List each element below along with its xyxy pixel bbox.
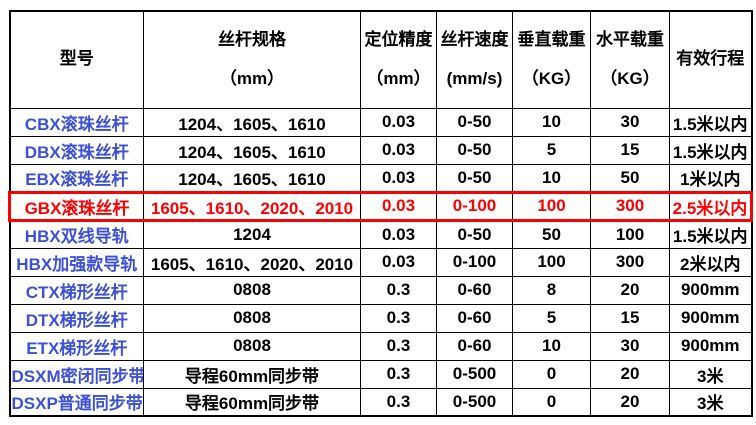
horizontal-load-cell: 100 [590,219,670,249]
stroke-cell: 2.5米以内 [669,190,753,222]
horizontal-load-cell: 50 [590,163,670,193]
column-header-speed: 丝杆速度 (mm/s) [436,10,513,109]
vertical-load-cell: 10 [512,107,591,137]
speed-cell: 0-50 [436,135,513,165]
table-row-8: ETX梯形丝杆 0808 0.3 0-60 10 30 900mm [9,331,752,361]
table-row-4: HBX双线导轨 1204 0.03 0-50 50 100 1.5米以内 [9,219,752,249]
speed-cell: 0-500 [436,359,513,389]
model-cell[interactable]: ETX梯形丝杆 [9,331,144,361]
spec-table: 型号 丝杆规格 （mm） 定位精度 （mm） 丝杆速度 (mm/s) 垂直载重 （KG） 水平载重… [8,10,753,417]
vertical-load-cell: 10 [512,163,591,193]
table-row-7: DTX梯形丝杆 0808 0.3 0-60 5 15 900mm [9,303,752,333]
model-cell[interactable]: EBX滚珠丝杆 [9,163,144,193]
table-header-row: 型号 丝杆规格 （mm） 定位精度 （mm） 丝杆速度 (mm/s) 垂直载重 （KG） 水平载重… [9,10,752,109]
accuracy-cell: 0.03 [360,219,437,249]
spec-cell: 1204、1605、1610 [143,135,361,165]
table-row-1: DBX滚珠丝杆 1204、1605、1610 0.03 0-50 5 15 1.5米以内 [9,135,752,165]
vertical-load-cell: 100 [512,190,591,222]
stroke-cell: 1.5米以内 [669,107,752,137]
model-cell[interactable]: DBX滚珠丝杆 [9,135,144,165]
model-cell[interactable]: DTX梯形丝杆 [9,303,144,333]
spec-cell: 0808 [143,331,361,361]
model-cell[interactable]: CBX滚珠丝杆 [9,107,144,137]
horizontal-load-cell: 20 [590,387,670,417]
stroke-cell: 900mm [669,275,752,305]
model-cell[interactable]: HBX双线导轨 [9,219,144,249]
speed-cell: 0-50 [436,219,513,249]
accuracy-cell: 0.03 [360,247,437,277]
stroke-cell: 1米以内 [669,163,752,193]
model-cell[interactable]: CTX梯形丝杆 [9,275,144,305]
speed-cell: 0-100 [436,247,513,277]
accuracy-cell: 0.03 [360,135,437,165]
speed-cell: 0-50 [436,163,513,193]
stroke-cell: 900mm [669,331,752,361]
spec-cell: 导程60mm同步带 [143,387,361,417]
horizontal-load-cell: 30 [590,331,670,361]
spec-cell: 0808 [143,303,361,333]
speed-cell: 0-100 [436,190,513,222]
table-row-5: HBX加强款导轨 1605、1610、2020、2010 0.03 0-100 100 3… [9,247,752,277]
stroke-cell: 3米 [669,359,752,389]
table-row-10: DSXP普通同步带 导程60mm同步带 0.3 0-500 0 20 3米 [9,387,752,417]
spec-cell: 0808 [143,275,361,305]
spec-cell: 1204 [143,219,361,249]
horizontal-load-cell: 20 [590,359,670,389]
vertical-load-cell: 0 [512,359,591,389]
accuracy-cell: 0.3 [360,275,437,305]
column-header-spec: 丝杆规格 （mm） [143,10,361,109]
column-header-model: 型号 [9,10,144,109]
column-header-stroke: 有效行程 [669,10,752,109]
speed-cell: 0-50 [436,107,513,137]
speed-cell: 0-500 [436,387,513,417]
column-header-accuracy: 定位精度 （mm） [360,10,437,109]
stroke-cell: 2米以内 [669,247,752,277]
column-header-horizontal-load: 水平载重 （KG） [590,10,670,109]
accuracy-cell: 0.3 [360,359,437,389]
horizontal-load-cell: 15 [590,303,670,333]
horizontal-load-cell: 20 [590,275,670,305]
accuracy-cell: 0.03 [360,190,437,222]
vertical-load-cell: 50 [512,219,591,249]
spec-cell: 导程60mm同步带 [143,359,361,389]
stroke-cell: 1.5米以内 [669,219,752,249]
accuracy-cell: 0.03 [360,107,437,137]
table-row-6: CTX梯形丝杆 0808 0.3 0-60 8 20 900mm [9,275,752,305]
model-cell[interactable]: HBX加强款导轨 [9,247,144,277]
speed-cell: 0-60 [436,275,513,305]
spec-cell: 1605、1610、2020、2010 [143,247,361,277]
table-row-0: CBX滚珠丝杆 1204、1605、1610 0.03 0-50 10 30 1.5米以内 [9,107,752,137]
spec-cell: 1204、1605、1610 [143,163,361,193]
horizontal-load-cell: 30 [590,107,670,137]
vertical-load-cell: 8 [512,275,591,305]
model-cell[interactable]: GBX滚珠丝杆 [8,190,144,222]
speed-cell: 0-60 [436,331,513,361]
spec-cell: 1204、1605、1610 [143,107,361,137]
model-cell[interactable]: DSXP普通同步带 [9,387,144,417]
column-header-vertical-load: 垂直载重 （KG） [512,10,591,109]
horizontal-load-cell: 15 [590,135,670,165]
vertical-load-cell: 10 [512,331,591,361]
horizontal-load-cell: 300 [590,247,670,277]
table-row-3: GBX滚珠丝杆 1605、1610、2020、2010 0.03 0-100 100 30… [8,190,753,222]
stroke-cell: 3米 [669,387,752,417]
vertical-load-cell: 5 [512,135,591,165]
accuracy-cell: 0.3 [360,331,437,361]
table-row-9: DSXM密闭同步带 导程60mm同步带 0.3 0-500 0 20 3米 [9,359,752,389]
model-cell[interactable]: DSXM密闭同步带 [9,359,144,389]
stroke-cell: 900mm [669,303,752,333]
vertical-load-cell: 5 [512,303,591,333]
accuracy-cell: 0.3 [360,387,437,417]
vertical-load-cell: 100 [512,247,591,277]
vertical-load-cell: 0 [512,387,591,417]
stroke-cell: 1.5米以内 [669,135,752,165]
table-body: CBX滚珠丝杆 1204、1605、1610 0.03 0-50 10 30 1.5米以内 D… [8,107,753,417]
speed-cell: 0-60 [436,303,513,333]
accuracy-cell: 0.03 [360,163,437,193]
table-row-2: EBX滚珠丝杆 1204、1605、1610 0.03 0-50 10 50 1米以内 [9,163,752,193]
accuracy-cell: 0.3 [360,303,437,333]
horizontal-load-cell: 300 [590,190,670,222]
spec-cell: 1605、1610、2020、2010 [143,190,361,222]
